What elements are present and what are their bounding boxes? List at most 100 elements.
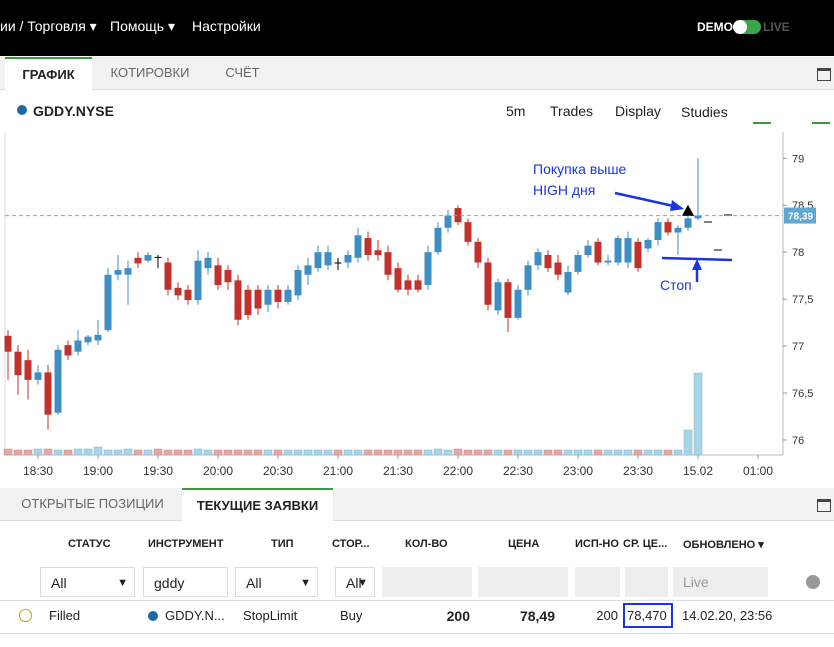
candle-body — [664, 222, 672, 233]
candle-body — [164, 262, 172, 290]
volume-bar — [423, 449, 433, 456]
tool-underline — [812, 122, 830, 124]
column-header: КОЛ-ВО — [405, 538, 448, 550]
cell: Buy — [340, 608, 363, 623]
volume-bar — [103, 449, 113, 456]
menu-item[interactable]: Помощь ▾ — [110, 18, 175, 34]
buy-marker — [682, 204, 694, 216]
menu-item[interactable]: ии / Торговля ▾ — [0, 18, 97, 34]
toggle[interactable] — [733, 20, 761, 34]
demo-label: DEMO — [697, 20, 733, 34]
window-icon[interactable] — [817, 499, 831, 512]
volume-bar — [263, 449, 273, 456]
arrow-head — [670, 200, 684, 211]
candle-body — [574, 255, 582, 272]
candle-body — [264, 289, 272, 305]
candle-body — [194, 260, 202, 301]
volume-bar — [93, 446, 103, 456]
candle-body — [314, 252, 322, 269]
clear-icon[interactable] — [806, 575, 820, 589]
volume-bar — [573, 449, 583, 456]
control[interactable]: Display — [615, 103, 661, 119]
x-tick-label: 15.02 — [683, 464, 713, 478]
candle-body — [554, 262, 562, 275]
filter[interactable]: All ▼ — [335, 567, 375, 597]
annotation: HIGH дня — [533, 182, 595, 198]
candle-body — [584, 245, 592, 256]
candle-body — [514, 289, 522, 318]
column-header[interactable]: ОБНОВЛЕНО ▾ — [683, 539, 764, 551]
control[interactable]: Trades — [550, 103, 594, 119]
candle-body — [564, 271, 572, 293]
candle-body — [344, 255, 352, 263]
filter[interactable]: gddy — [143, 567, 228, 597]
tab[interactable]: ГРАФИК — [5, 57, 92, 90]
tab[interactable]: ОТКРЫТЫЕ ПОЗИЦИИ — [21, 496, 164, 511]
volume-bar — [483, 449, 493, 456]
filter[interactable] — [382, 567, 472, 597]
x-tick-label: 22:30 — [503, 464, 533, 478]
candle-body — [684, 218, 692, 228]
filter[interactable] — [625, 567, 668, 597]
filter[interactable]: All ▼ — [40, 567, 135, 597]
candle-body — [134, 257, 142, 264]
volume-bar — [473, 449, 483, 456]
candle-body — [694, 215, 702, 219]
volume-bar — [543, 449, 553, 456]
dropdown-arrow: ▼ — [357, 577, 368, 589]
volume-bar — [343, 449, 353, 456]
y-tick-label: 76 — [792, 435, 804, 447]
filter[interactable] — [575, 567, 620, 597]
tab[interactable]: КОТИРОВКИ — [110, 65, 190, 80]
candle-body — [634, 241, 642, 269]
candle-body — [104, 274, 112, 331]
candle-body — [494, 282, 502, 311]
volume-bar — [373, 449, 383, 456]
column-header: ЦЕНА — [508, 538, 540, 550]
volume-bar — [243, 449, 253, 456]
candle-body — [394, 268, 402, 290]
control[interactable]: 5m — [506, 103, 526, 119]
cell: 200 — [596, 608, 618, 623]
volume-bar — [353, 449, 363, 456]
symbol: GDDY.NYSE — [33, 103, 114, 119]
candle-body — [54, 349, 62, 413]
menu-item[interactable]: Настройки — [192, 18, 261, 34]
candle-body — [544, 255, 552, 269]
filter[interactable] — [478, 567, 568, 597]
arrow — [614, 191, 679, 209]
candle-body — [474, 241, 482, 263]
filter[interactable]: All ▼ — [235, 567, 318, 597]
volume-bar — [513, 449, 523, 456]
chart: Покупка выше HIGH дня Стоп 76 76,5 77 77,5 7… — [3, 132, 816, 478]
tab[interactable]: СЧЁТ — [225, 65, 260, 80]
x-tick-label: 18:30 — [23, 464, 53, 478]
column-header: ИСП-НО — [575, 538, 619, 550]
candle-body — [334, 262, 342, 264]
x-tick-label: 22:00 — [443, 464, 473, 478]
candle-body — [384, 252, 392, 275]
candle-body — [114, 270, 122, 275]
candle-body — [644, 239, 652, 249]
candle-body — [674, 227, 682, 233]
volume-bar — [443, 449, 453, 456]
filter[interactable]: Live — [673, 567, 768, 597]
candle-body — [424, 252, 432, 286]
volume-bar — [553, 449, 563, 456]
volume-bar — [383, 449, 393, 456]
volume-bar — [433, 448, 443, 456]
candle-body — [374, 250, 382, 256]
volume-bar — [213, 449, 223, 456]
window-icon[interactable] — [817, 68, 831, 81]
cell: 78,49 — [519, 608, 555, 624]
volume-bar — [403, 449, 413, 456]
volume-bar — [533, 449, 543, 456]
control[interactable]: Studies — [681, 104, 728, 120]
candle-body — [34, 372, 42, 380]
candle-body — [284, 289, 292, 302]
volume-bar — [63, 449, 73, 456]
tab[interactable]: ТЕКУЩИЕ ЗАЯВКИ — [182, 488, 333, 521]
column-header: СТОР... — [332, 538, 370, 550]
volume-bar — [253, 449, 263, 456]
